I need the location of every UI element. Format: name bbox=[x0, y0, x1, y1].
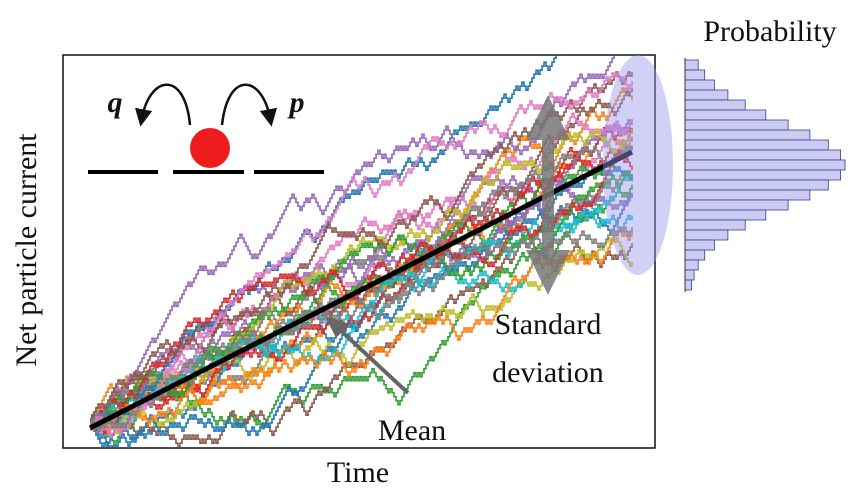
histogram-bar bbox=[684, 269, 695, 281]
mean-arrow bbox=[325, 316, 410, 395]
histogram-bar bbox=[684, 89, 729, 101]
y-axis-label: Net particle current bbox=[10, 133, 43, 367]
x-axis-label: Time bbox=[327, 456, 389, 489]
histogram-bar bbox=[684, 109, 767, 121]
std-label: Standard bbox=[495, 308, 602, 341]
histogram-bar bbox=[684, 149, 842, 161]
left-rate: q bbox=[108, 86, 123, 119]
histogram-bar bbox=[684, 249, 706, 261]
histogram-bar bbox=[684, 219, 746, 231]
histogram-bar bbox=[684, 79, 715, 91]
hopping-inset bbox=[88, 83, 324, 174]
histogram bbox=[684, 58, 846, 292]
walk bbox=[90, 237, 633, 431]
histogram-bar bbox=[684, 189, 811, 201]
title: Probability bbox=[703, 15, 836, 48]
mean-label: Mean bbox=[378, 414, 446, 447]
histogram-bar bbox=[684, 179, 829, 191]
histogram-bar bbox=[684, 279, 692, 291]
histogram-bar bbox=[684, 119, 789, 131]
histogram-bar bbox=[684, 239, 715, 251]
histogram-bar bbox=[684, 169, 842, 181]
histogram-bar bbox=[684, 199, 789, 211]
histogram-bar bbox=[684, 69, 706, 81]
histogram-bar bbox=[684, 139, 829, 151]
histogram-bar bbox=[684, 59, 699, 71]
std-label: deviation bbox=[492, 356, 604, 389]
std-arrow bbox=[526, 95, 570, 295]
histogram-bar bbox=[684, 259, 699, 271]
mean-line bbox=[88, 149, 634, 431]
histogram-bar bbox=[684, 209, 767, 221]
histogram-bar bbox=[684, 229, 729, 241]
histogram-bar bbox=[684, 159, 846, 171]
right-rate: p bbox=[287, 86, 305, 119]
histogram-bar bbox=[684, 129, 811, 141]
distribution-ellipse bbox=[603, 55, 673, 275]
histogram-bar bbox=[684, 99, 746, 111]
